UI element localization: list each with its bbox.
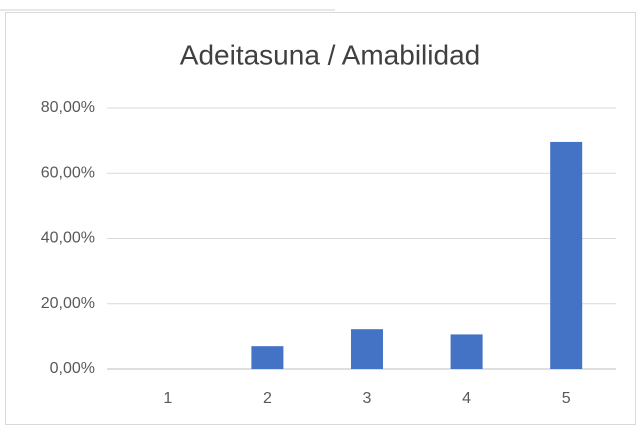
y-tick-label: 0,00% (50, 360, 95, 377)
chart-border (5, 12, 636, 425)
x-tick-label: 5 (562, 390, 571, 407)
y-tick-label: 80,00% (41, 99, 95, 116)
y-tick-label: 60,00% (41, 164, 95, 181)
bar (550, 141, 583, 369)
y-tick-label: 40,00% (41, 230, 95, 247)
x-tick-label: 1 (163, 390, 172, 407)
bar (351, 329, 383, 369)
y-tick-label: 20,00% (41, 295, 95, 312)
x-tick-label: 3 (363, 390, 372, 407)
x-tick-label: 2 (263, 390, 272, 407)
chart-title: Adeitasuna / Amabilidad (180, 39, 480, 70)
bar (251, 346, 284, 369)
bar (450, 334, 483, 369)
x-tick-label: 4 (462, 390, 471, 407)
